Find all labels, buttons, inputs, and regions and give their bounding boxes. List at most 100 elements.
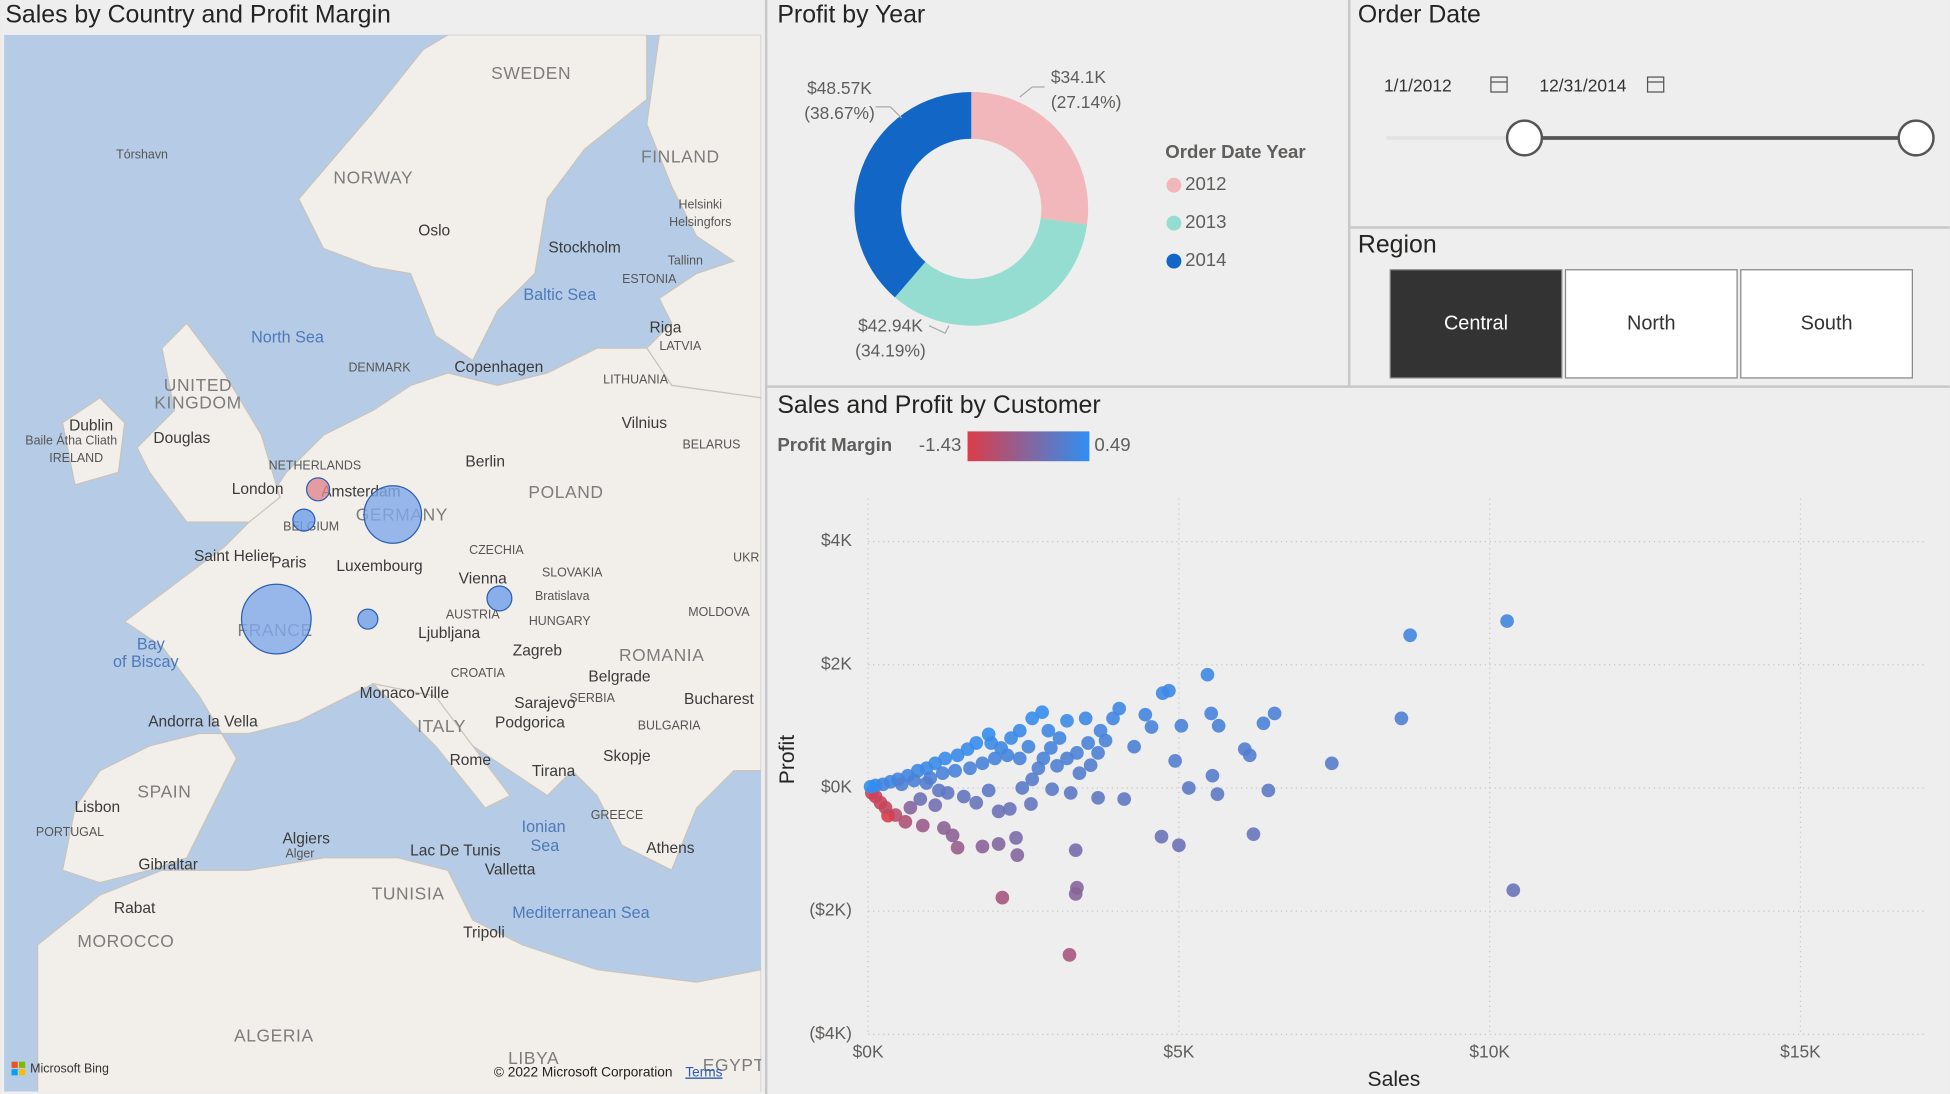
scatter-point[interactable] xyxy=(915,818,930,833)
scatter-point[interactable] xyxy=(963,761,977,776)
scatter-point[interactable] xyxy=(1031,761,1046,776)
scatter-point[interactable] xyxy=(1083,758,1098,773)
scatter-point[interactable] xyxy=(1091,746,1105,760)
scatter-point[interactable] xyxy=(1205,768,1220,783)
region-label[interactable]: Central xyxy=(1444,313,1508,335)
scatter-point[interactable] xyxy=(1172,838,1186,853)
scatter-point[interactable] xyxy=(950,748,965,763)
scatter-point[interactable] xyxy=(903,800,918,815)
scatter-point[interactable] xyxy=(1052,731,1067,745)
bubble[interactable] xyxy=(486,585,513,612)
scatter-point[interactable] xyxy=(913,792,928,806)
scatter-point[interactable] xyxy=(898,815,913,829)
calendar-icon[interactable] xyxy=(1490,76,1508,93)
scatter-point[interactable] xyxy=(919,776,934,790)
date-input[interactable] xyxy=(1526,65,1674,109)
scatter-point[interactable] xyxy=(1070,746,1084,760)
date-end[interactable]: 12/31/2014 xyxy=(1539,76,1626,96)
scatter-point[interactable] xyxy=(1324,756,1339,771)
scatter-point[interactable] xyxy=(948,763,962,778)
scatter-point[interactable] xyxy=(907,773,921,788)
bubble[interactable] xyxy=(292,508,316,532)
scatter-point[interactable] xyxy=(1050,758,1064,773)
scatter-point[interactable] xyxy=(950,840,965,855)
scatter-point[interactable] xyxy=(1035,705,1049,720)
scatter-point[interactable] xyxy=(1106,711,1120,726)
scatter-point[interactable] xyxy=(1162,683,1176,698)
scatter-point[interactable] xyxy=(1112,701,1127,716)
donut-slice[interactable] xyxy=(894,218,1088,326)
scatter-point[interactable] xyxy=(1068,843,1083,858)
scatter-point[interactable] xyxy=(1500,614,1514,628)
scatter-point[interactable] xyxy=(937,821,951,835)
scatter-point[interactable] xyxy=(981,783,996,798)
scatter-point[interactable] xyxy=(975,756,990,771)
bubble[interactable] xyxy=(363,485,423,544)
region-label[interactable]: North xyxy=(1627,313,1676,335)
region-label[interactable]: South xyxy=(1801,313,1853,335)
scatter-point[interactable] xyxy=(1267,706,1282,721)
region-button[interactable] xyxy=(1740,269,1913,379)
scatter-point[interactable] xyxy=(1081,736,1095,750)
scatter-point[interactable] xyxy=(1210,787,1225,801)
scatter-point[interactable] xyxy=(1015,781,1030,795)
region-button[interactable] xyxy=(1564,269,1738,379)
scatter-point[interactable] xyxy=(1078,711,1093,726)
scatter-point[interactable] xyxy=(1045,782,1059,797)
scatter-point[interactable] xyxy=(1060,714,1074,728)
scatter-point[interactable] xyxy=(935,766,950,781)
scatter-point[interactable] xyxy=(1043,741,1058,755)
scatter-point[interactable] xyxy=(1256,716,1271,731)
scatter-point[interactable] xyxy=(988,751,1002,766)
scatter-point[interactable] xyxy=(1403,628,1417,643)
scatter-point[interactable] xyxy=(1138,707,1153,722)
scatter-point[interactable] xyxy=(928,798,943,813)
scatter-point[interactable] xyxy=(969,795,984,810)
scatter-point[interactable] xyxy=(1117,792,1132,806)
scatter-point[interactable] xyxy=(1002,802,1017,816)
scatter-point[interactable] xyxy=(1004,731,1018,745)
scatter-point[interactable] xyxy=(1154,829,1169,844)
bubble[interactable] xyxy=(357,608,379,630)
date-start[interactable]: 1/1/2012 xyxy=(1384,76,1452,96)
scatter-point[interactable] xyxy=(1068,887,1083,901)
scatter-point[interactable] xyxy=(1144,720,1159,734)
scatter-point[interactable] xyxy=(994,741,1008,755)
scatter-point[interactable] xyxy=(1025,711,1040,726)
scatter-point[interactable] xyxy=(1063,786,1078,800)
scatter-point[interactable] xyxy=(1062,948,1077,962)
scatter-point[interactable] xyxy=(1093,723,1108,738)
legend-label[interactable]: 2013 xyxy=(1185,211,1226,232)
scatter-point[interactable] xyxy=(1246,827,1261,842)
scatter-point[interactable] xyxy=(956,789,971,804)
scatter-point[interactable] xyxy=(1060,751,1074,766)
donut-slice[interactable] xyxy=(854,91,972,298)
donut-slice[interactable] xyxy=(971,91,1089,225)
scatter-point[interactable] xyxy=(1394,711,1409,726)
scatter-point[interactable] xyxy=(932,783,946,798)
scatter-point[interactable] xyxy=(960,742,975,757)
scatter-point[interactable] xyxy=(1024,797,1038,811)
scatter-point[interactable] xyxy=(1010,848,1025,862)
scatter-point[interactable] xyxy=(1200,667,1215,682)
scatter-point[interactable] xyxy=(1181,781,1196,795)
scatter-point[interactable] xyxy=(894,777,909,792)
legend-label[interactable]: 2012 xyxy=(1185,173,1226,194)
scatter-point[interactable] xyxy=(991,804,1006,819)
scatter-point[interactable] xyxy=(1072,766,1087,781)
slider-handle[interactable] xyxy=(1505,119,1544,157)
scatter-point[interactable] xyxy=(1204,706,1219,721)
scatter-point[interactable] xyxy=(863,779,878,794)
calendar-icon[interactable] xyxy=(1646,76,1665,93)
scatter-point[interactable] xyxy=(1168,754,1182,768)
scatter-point[interactable] xyxy=(1012,751,1027,766)
terms-link[interactable]: Terms xyxy=(685,1064,722,1079)
scatter-point[interactable] xyxy=(995,890,1010,905)
bubble[interactable] xyxy=(305,477,331,502)
scatter-point[interactable] xyxy=(1261,783,1276,798)
slider-handle[interactable] xyxy=(1897,119,1935,157)
scatter-point[interactable] xyxy=(1025,772,1040,787)
legend-label[interactable]: 2014 xyxy=(1185,249,1226,270)
scatter-point[interactable] xyxy=(1174,718,1189,733)
bubble[interactable] xyxy=(240,583,312,655)
